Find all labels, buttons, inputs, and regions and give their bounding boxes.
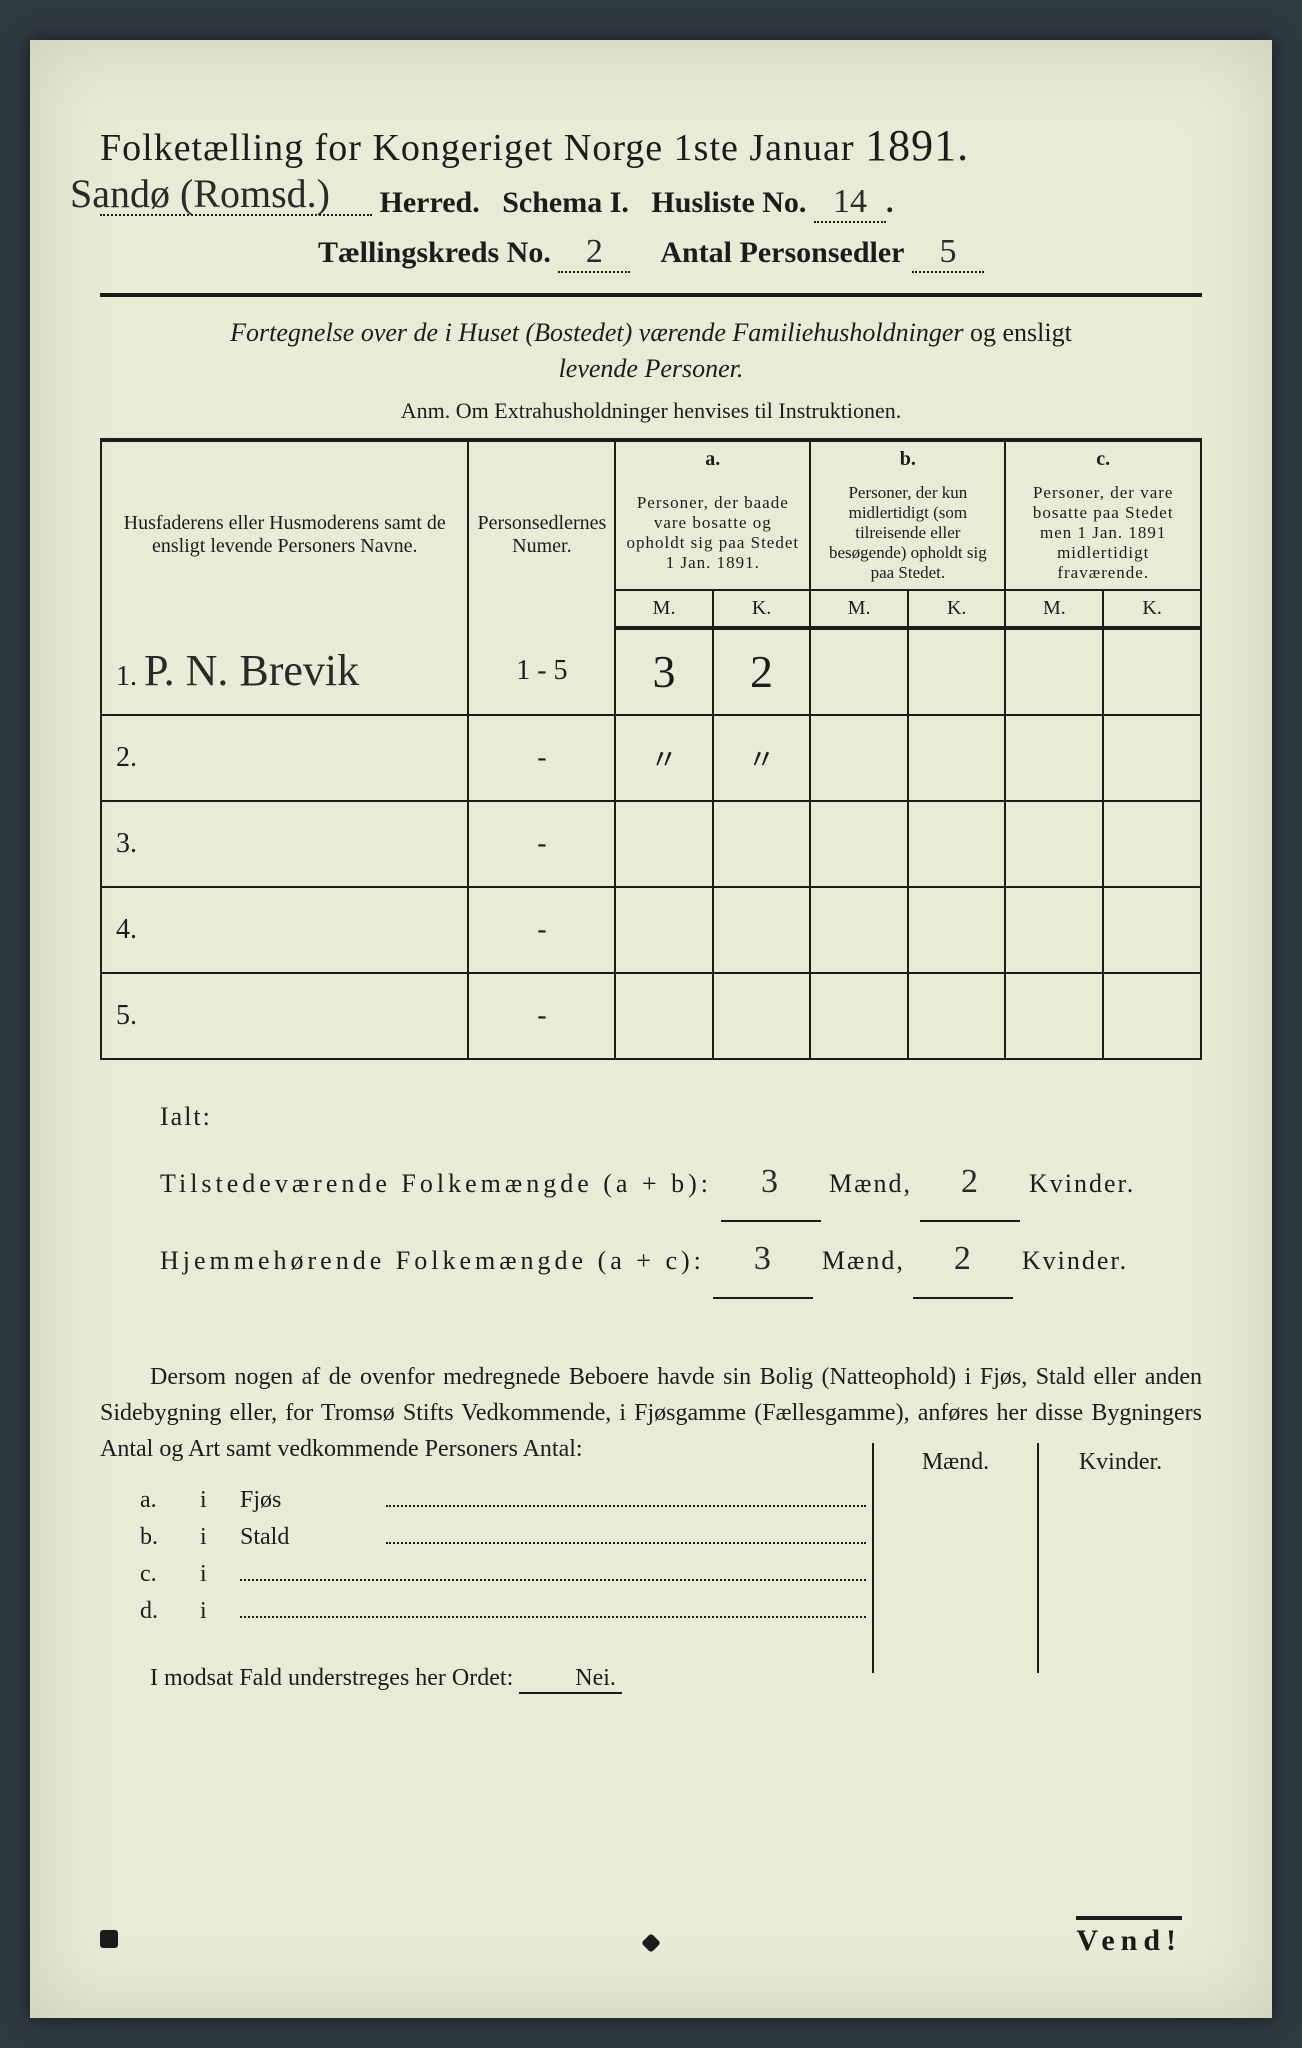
- tot2-m: 3: [754, 1240, 773, 1277]
- divider: [100, 293, 1202, 297]
- document-paper: Folketælling for Kongeriget Norge 1ste J…: [30, 40, 1272, 2018]
- husliste-label: Husliste No.: [651, 186, 806, 219]
- table-row: 4. -: [101, 887, 1201, 973]
- tot1-m: 3: [761, 1163, 780, 1200]
- col-name: Husfaderens eller Husmoderens samt de en…: [101, 440, 468, 628]
- totals-block: Ialt: Tilstedeværende Folkemængde (a + b…: [160, 1088, 1202, 1299]
- col-b-m: M.: [810, 590, 908, 628]
- col-a: Personer, der baade vare bosatte og opho…: [615, 477, 810, 590]
- subtitle-1: Fortegnelse over de i Huset (Bostedet) v…: [230, 318, 963, 347]
- punch-mark: [100, 1930, 118, 1948]
- subtitle-2b: levende Personer.: [559, 354, 744, 383]
- table-row: 2. - 〃 〃: [101, 715, 1201, 801]
- table-row: 1. P. N. Brevik 1 - 5 3 2: [101, 628, 1201, 715]
- col-a-k: K.: [713, 590, 810, 628]
- col-a-letter: a.: [615, 440, 810, 477]
- mk-maend: Mænd.: [872, 1443, 1037, 1673]
- scan-frame: Folketælling for Kongeriget Norge 1ste J…: [0, 0, 1302, 2048]
- tot2-k: 2: [954, 1240, 973, 1277]
- table-row: 5. -: [101, 973, 1201, 1059]
- antal-field: 5: [912, 233, 984, 273]
- mk-kvinder: Kvinder.: [1037, 1443, 1202, 1673]
- header-line-3: Tællingskreds No. 2 Antal Personsedler 5: [100, 233, 1202, 273]
- table-row: 3. -: [101, 801, 1201, 887]
- form-title: Folketælling for Kongeriget Norge 1ste J…: [100, 120, 1202, 171]
- title-text: Folketælling for Kongeriget Norge 1ste J…: [100, 127, 855, 169]
- husliste-no: 14: [833, 183, 867, 220]
- kreds-no: 2: [586, 233, 603, 270]
- antal-label: Antal Personsedler: [660, 236, 904, 269]
- schema-label: Schema I.: [502, 186, 629, 219]
- totals-line-1: Tilstedeværende Folkemængde (a + b): 3 M…: [160, 1145, 1202, 1222]
- mk-box: Mænd. Kvinder.: [872, 1443, 1202, 1673]
- row-name: P. N. Brevik: [144, 645, 359, 696]
- col-a-m: M.: [615, 590, 712, 628]
- subtitle: Fortegnelse over de i Huset (Bostedet) v…: [100, 315, 1202, 388]
- building-list: Mænd. Kvinder. a. i Fjøs b. i Stald c. i: [100, 1487, 1202, 1625]
- col-b-letter: b.: [810, 440, 1005, 477]
- antal-val: 5: [939, 233, 956, 270]
- vend-label: Vend!: [1076, 1916, 1182, 1958]
- row-num: 1 - 5: [468, 628, 615, 715]
- herred-label: Herred.: [380, 186, 480, 219]
- title-year: 1891.: [865, 121, 969, 170]
- nei-word: Nei.: [519, 1665, 622, 1694]
- punch-mark: [641, 1933, 661, 1953]
- tot1-k: 2: [961, 1163, 980, 1200]
- col-b: Personer, der kun midlertidigt (som tilr…: [810, 477, 1005, 590]
- census-table: Husfaderens eller Husmoderens samt de en…: [100, 438, 1202, 1060]
- kreds-no-field: 2: [558, 233, 630, 273]
- cell-a-k: 2: [750, 646, 773, 697]
- col-c-letter: c.: [1005, 440, 1201, 477]
- anm-note: Anm. Om Extrahusholdninger henvises til …: [100, 398, 1202, 424]
- col-b-k: K.: [908, 590, 1006, 628]
- col-c: Personer, der vare bosatte paa Stedet me…: [1005, 477, 1201, 590]
- cell-a-m: 3: [653, 646, 676, 697]
- col-num: Personsedlernes Numer.: [468, 440, 615, 628]
- ialt-label: Ialt:: [160, 1088, 1202, 1145]
- col-c-k: K.: [1103, 590, 1201, 628]
- totals-line-2: Hjemmehørende Folkemængde (a + c): 3 Mæn…: [160, 1222, 1202, 1299]
- herred-handwritten: Sandø (Romsd.): [70, 170, 330, 217]
- kreds-label: Tællingskreds No.: [318, 236, 551, 269]
- subtitle-2a: og ensligt: [970, 318, 1072, 347]
- col-c-m: M.: [1005, 590, 1103, 628]
- husliste-no-field: 14: [814, 183, 886, 223]
